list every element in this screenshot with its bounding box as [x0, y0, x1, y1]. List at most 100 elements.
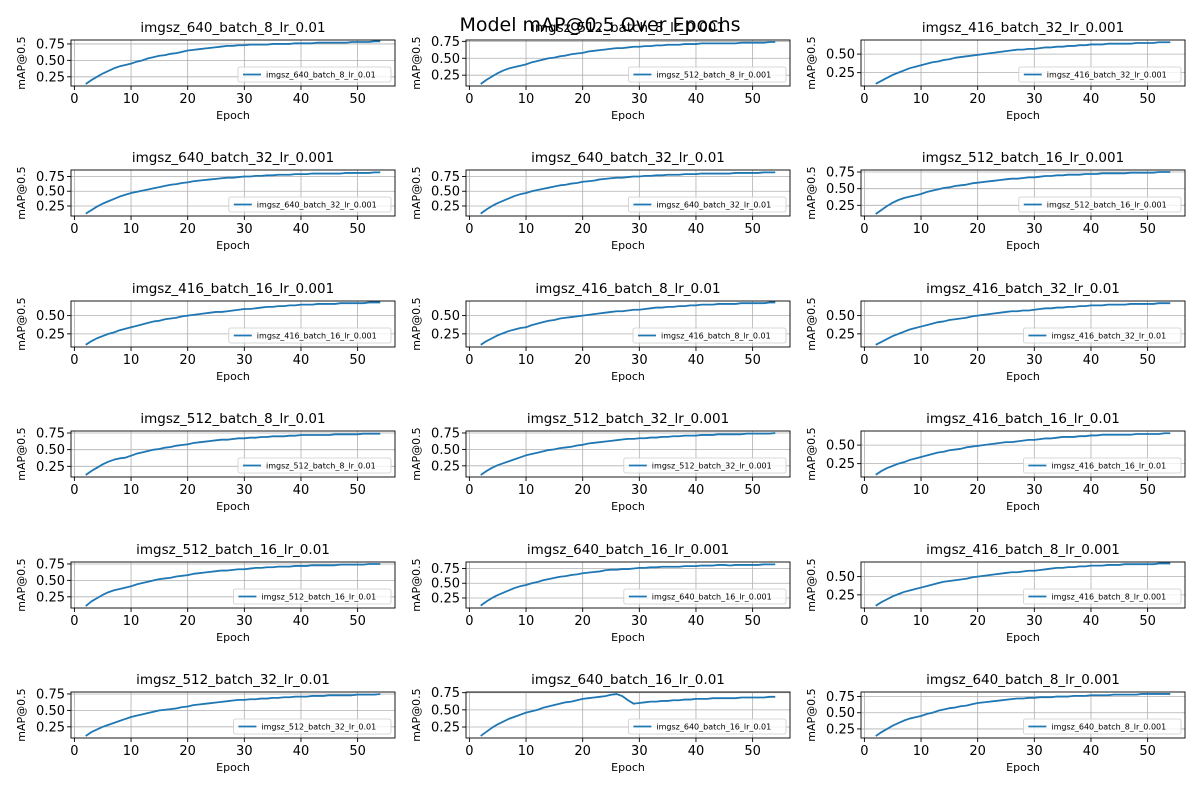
plot-frame: [70, 169, 396, 217]
y-axis-label: mAP@0.5: [410, 166, 423, 219]
x-tick-label: 40: [688, 744, 705, 759]
y-tick-label: 0.25: [826, 66, 855, 81]
x-tick-label: 50: [349, 483, 366, 498]
x-tick-label: 10: [913, 614, 930, 629]
y-tick-label: 0.75: [431, 170, 460, 185]
y-axis-label: mAP@0.5: [410, 688, 423, 741]
x-tick-label: 0: [860, 222, 868, 237]
series-line: [875, 432, 1171, 476]
legend-box: [1023, 718, 1182, 735]
x-tick-label: 0: [860, 483, 868, 498]
x-tick-label: 20: [969, 614, 986, 629]
legend-label: imgsz_512_batch_8_lr_0.001: [656, 71, 771, 80]
x-axis-label: Epoch: [1006, 109, 1040, 122]
x-axis-label: Epoch: [216, 761, 250, 774]
plot-frame: [860, 691, 1186, 739]
legend-label: imgsz_416_batch_16_lr_0.001: [257, 332, 377, 341]
x-tick-label: 20: [574, 92, 591, 107]
y-tick-label: 0.50: [36, 574, 65, 589]
x-tick-label: 40: [293, 483, 310, 498]
x-tick-label: 40: [688, 614, 705, 629]
x-tick-label: 30: [236, 483, 253, 498]
x-tick-label: 0: [860, 92, 868, 107]
x-tick-label: 20: [969, 353, 986, 368]
x-tick-label: 40: [293, 92, 310, 107]
y-axis-label: mAP@0.5: [15, 297, 28, 350]
x-tick-label: 30: [1026, 483, 1043, 498]
y-tick-label: 0.50: [431, 52, 460, 67]
x-tick-label: 20: [969, 222, 986, 237]
y-tick-label: 0.50: [431, 443, 460, 458]
series-line: [480, 693, 776, 737]
subplot: 0 10 20 30 40 50 0.25 0.50 imgsz_416_batch_8_lr_…: [805, 542, 1186, 644]
legend-label: imgsz_640_batch_16_lr_0.001: [652, 593, 772, 602]
x-tick-label: 10: [913, 92, 930, 107]
x-axis-label: Epoch: [611, 109, 645, 122]
x-tick-label: 0: [70, 483, 78, 498]
plot-frame: [70, 430, 396, 478]
subplot: 0 10 20 30 40 50 0.25 0.500.75 imgsz_512_batch_8…: [15, 411, 396, 513]
legend-label: imgsz_416_batch_8_lr_0.001: [1051, 593, 1166, 602]
y-axis-label: mAP@0.5: [410, 297, 423, 350]
x-tick-label: 40: [688, 92, 705, 107]
x-axis-label: Epoch: [611, 631, 645, 644]
y-tick-label: 0.50: [826, 48, 855, 63]
x-axis-label: Epoch: [216, 631, 250, 644]
subplot-title: imgsz_640_batch_32_lr_0.01: [531, 150, 725, 166]
x-tick-label: 10: [123, 483, 140, 498]
x-tick-label: 10: [913, 483, 930, 498]
plot-frame: [70, 691, 396, 739]
x-tick-label: 20: [574, 353, 591, 368]
y-tick-label: 0.25: [826, 588, 855, 603]
series-line: [875, 171, 1171, 215]
y-tick-label: 0.75: [36, 687, 65, 702]
x-tick-label: 0: [860, 614, 868, 629]
y-axis-label: mAP@0.5: [410, 427, 423, 480]
subplot-title: imgsz_416_batch_32_lr_0.001: [922, 20, 1124, 36]
legend-box: [623, 588, 787, 605]
x-tick-label: 50: [744, 92, 761, 107]
x-axis-label: Epoch: [611, 500, 645, 513]
y-tick-label: 0.50: [826, 570, 855, 585]
y-tick-label: 0.75: [431, 426, 460, 441]
y-tick-label: 0.25: [36, 327, 65, 342]
x-tick-label: 30: [1026, 614, 1043, 629]
y-tick-label: 0.75: [826, 166, 855, 181]
subplot-title: imgsz_512_batch_32_lr_0.01: [136, 672, 330, 688]
x-axis-label: Epoch: [611, 370, 645, 383]
x-tick-label: 0: [70, 92, 78, 107]
legend-box: [237, 457, 392, 474]
legend-label: imgsz_640_batch_32_lr_0.001: [257, 201, 377, 210]
subplot: 0 10 20 30 40 50 0.25 0.50 imgsz_416_batch_32_lr…: [805, 281, 1186, 383]
x-tick-label: 0: [465, 222, 473, 237]
subplot: 0 10 20 30 40 50 0.25 0.50 0.75 imgsz_640_batch_1…: [410, 672, 791, 774]
y-tick-label: 0.25: [431, 199, 460, 214]
legend-box: [628, 196, 787, 213]
x-tick-label: 10: [518, 614, 535, 629]
y-tick-label: 0.75: [431, 562, 460, 577]
plot-frame: [465, 300, 791, 348]
x-tick-label: 0: [465, 483, 473, 498]
x-tick-label: 10: [518, 353, 535, 368]
legend-box: [237, 66, 392, 83]
series-line: [480, 563, 776, 607]
y-axis-label: mAP@0.5: [805, 427, 818, 480]
subplot: 0 10 20 30 40 50 0.250.50 0.75 imgsz_640_batch_8…: [15, 20, 396, 122]
subplot-title: imgsz_512_batch_32_lr_0.001: [527, 411, 729, 427]
x-tick-label: 20: [969, 744, 986, 759]
y-axis-label: mAP@0.5: [15, 558, 28, 611]
subplot: 0 10 20 30 40 50 0.250.50 0.75 imgsz_512_batch_3…: [15, 672, 396, 774]
x-tick-label: 20: [574, 483, 591, 498]
x-tick-label: 20: [574, 744, 591, 759]
x-tick-label: 30: [631, 744, 648, 759]
x-tick-label: 50: [1139, 353, 1156, 368]
subplot: 0 10 20 30 40 50 0.25 0.50 imgsz_416_batch_8_lr_…: [410, 281, 791, 383]
y-tick-label: 0.50: [36, 704, 65, 719]
y-tick-label: 0.50: [36, 185, 65, 200]
x-tick-label: 50: [1139, 222, 1156, 237]
x-tick-label: 20: [179, 483, 196, 498]
x-tick-label: 0: [860, 353, 868, 368]
subplot-title: imgsz_640_batch_16_lr_0.01: [531, 672, 725, 688]
